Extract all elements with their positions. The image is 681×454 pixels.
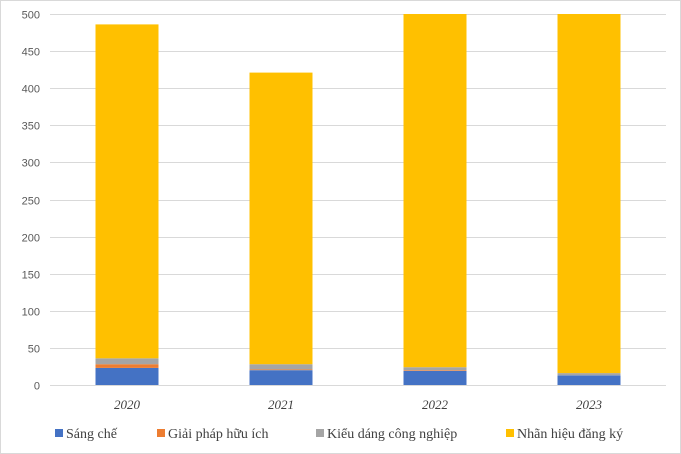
y-tick-label: 50 <box>28 344 40 356</box>
bar-2022-series-3 <box>403 14 467 368</box>
x-category-label: 2021 <box>268 397 294 412</box>
legend-item-3: Nhãn hiệu đăng ký <box>506 427 623 442</box>
y-tick-label: 250 <box>22 196 40 208</box>
bar-2020-series-2 <box>95 358 159 365</box>
y-tick-label: 350 <box>22 121 40 133</box>
legend-item-0: Sáng chế <box>55 427 118 442</box>
bar-2020-series-0 <box>95 367 159 385</box>
legend-label: Sáng chế <box>66 427 118 442</box>
bar-2021-series-2 <box>249 364 313 370</box>
legend-swatch <box>157 429 165 437</box>
x-category-label: 2022 <box>422 397 449 412</box>
y-tick-label: 300 <box>22 158 40 170</box>
legend-swatch <box>55 429 63 437</box>
bar-2020-series-3 <box>95 24 159 359</box>
x-category-label: 2020 <box>114 397 141 412</box>
legend-item-2: Kiểu dáng công nghiệp <box>316 427 457 442</box>
bar-2023-series-3 <box>557 14 621 374</box>
y-tick-label: 500 <box>22 10 40 22</box>
bar-2022-series-0 <box>403 370 467 385</box>
bar-2020-series-1 <box>95 364 159 368</box>
legend-label: Nhãn hiệu đăng ký <box>517 427 623 442</box>
bars <box>95 14 621 385</box>
x-category-label: 2023 <box>576 397 603 412</box>
y-tick-label: 400 <box>22 84 40 96</box>
legend-item-1: Giải pháp hữu ích <box>157 427 269 442</box>
y-tick-label: 150 <box>22 270 40 282</box>
legend-label: Kiểu dáng công nghiệp <box>327 427 457 442</box>
legend: Sáng chế Giải pháp hữu ích Kiểu dáng công … <box>55 427 623 442</box>
y-tick-label: 0 <box>34 381 40 393</box>
y-tick-label: 100 <box>22 307 40 319</box>
bar-2022-series-1 <box>403 370 467 371</box>
legend-label: Giải pháp hữu ích <box>168 427 269 442</box>
legend-swatch <box>506 429 514 437</box>
x-axis-categories: 2020 2021 2022 2023 <box>114 397 603 412</box>
bar-2021-series-0 <box>249 370 313 385</box>
bar-2021-series-1 <box>249 369 313 371</box>
y-tick-label: 450 <box>22 47 40 59</box>
bar-2023-series-2 <box>557 373 621 376</box>
y-tick-label: 200 <box>22 233 40 245</box>
bar-2023-series-0 <box>557 375 621 385</box>
bar-2022-series-2 <box>403 367 467 371</box>
y-axis-ticks: 0 50 100 150 200 250 300 350 400 450 500 <box>22 10 40 393</box>
legend-swatch <box>316 429 324 437</box>
bar-2021-series-3 <box>249 72 313 365</box>
